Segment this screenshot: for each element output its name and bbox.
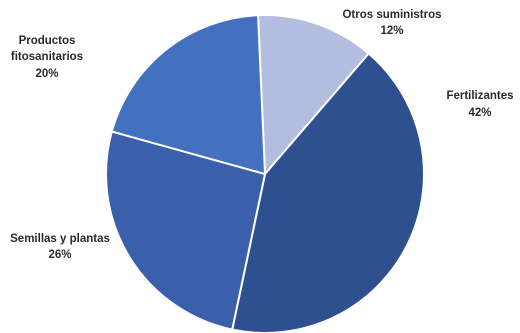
slice-label-productos-line1: Productos: [19, 35, 76, 47]
slice-value-semillas-y-plantas: 26%: [48, 249, 71, 261]
pie-slice-otros-suministros: [257, 14, 371, 177]
slice-value-otros-suministros: 12%: [380, 25, 403, 37]
slice-value-productos-fitosanitarios: 20%: [35, 68, 58, 80]
slice-value-fertilizantes: 42%: [468, 107, 491, 119]
pie-slices: [105, 14, 425, 333]
slice-label-productos-line2: fitosanitarios: [11, 51, 83, 63]
slice-label-semillas-y-plantas: Semillas y plantas: [10, 233, 110, 245]
pie-slice-fertilizantes: [231, 52, 425, 333]
slice-label-otros-suministros: Otros suministros: [342, 9, 441, 21]
slice-label-fertilizantes: Fertilizantes: [446, 90, 513, 102]
pie-slice-semillas-y-plantas: [105, 130, 267, 331]
pie-slice-productos-fitosanitarios: [110, 14, 267, 176]
